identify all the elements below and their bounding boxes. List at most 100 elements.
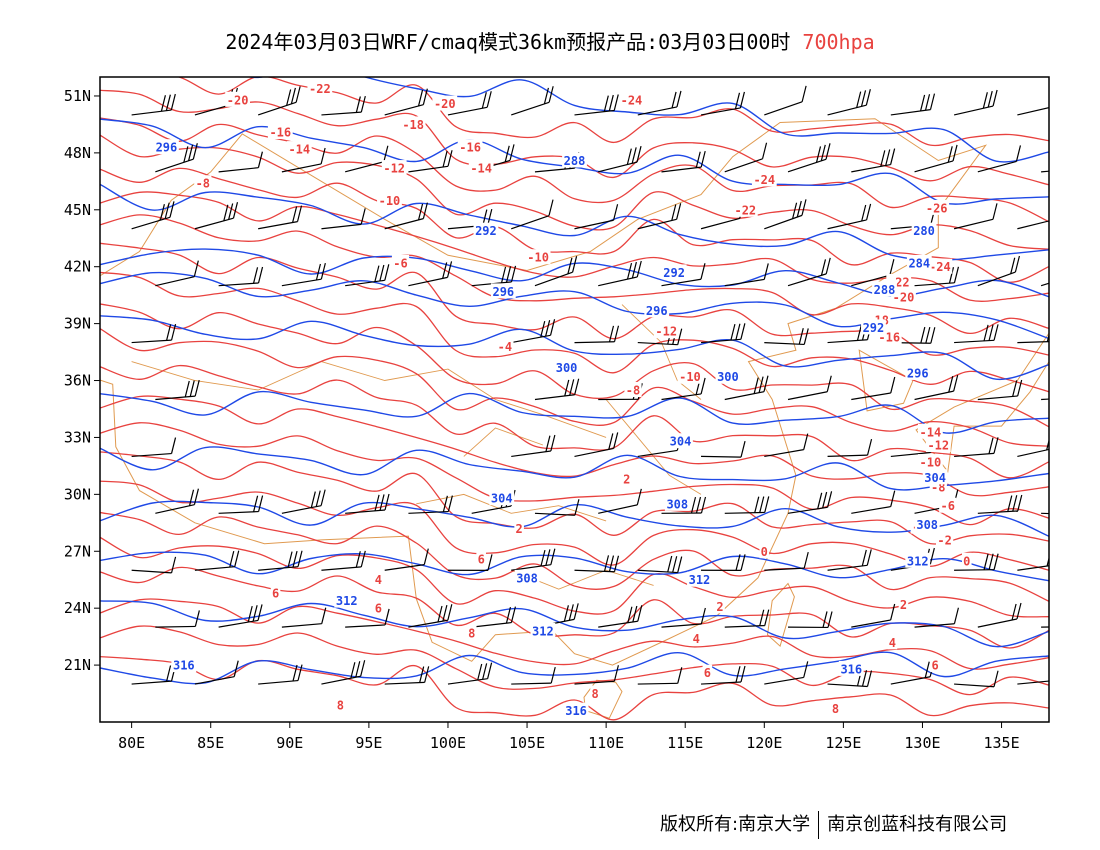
wind-barb bbox=[384, 548, 429, 571]
wind-barb bbox=[281, 147, 326, 173]
wind-barb bbox=[131, 323, 177, 344]
wind-barb bbox=[827, 669, 873, 688]
temperature-label: -6 bbox=[393, 256, 407, 270]
wind-barb bbox=[345, 493, 390, 514]
y-tick-label: 51N bbox=[64, 87, 91, 105]
height-label: 288 bbox=[874, 283, 896, 297]
temperature-label: -8 bbox=[196, 177, 210, 191]
temperature-isoline bbox=[100, 271, 1049, 393]
wind-barb bbox=[598, 260, 642, 287]
temperature-label-bg bbox=[373, 600, 384, 616]
x-tick-label: 95E bbox=[355, 734, 382, 752]
wind-barb bbox=[155, 379, 200, 401]
height-label: 312 bbox=[532, 624, 554, 638]
height-label: 300 bbox=[717, 370, 739, 384]
wind-barb bbox=[511, 548, 556, 571]
wind-barb bbox=[131, 93, 176, 116]
height-label-bg bbox=[489, 490, 515, 506]
temperature-label-bg bbox=[887, 634, 898, 650]
temperature-label: -14 bbox=[288, 143, 310, 157]
height-label-bg bbox=[644, 302, 670, 318]
wind-barb bbox=[281, 607, 327, 628]
y-tick-label: 39N bbox=[64, 315, 91, 333]
height-label-bg bbox=[861, 319, 886, 335]
temperature-isoline bbox=[100, 536, 1049, 618]
height-label-bg bbox=[905, 364, 931, 380]
temperature-label-bg bbox=[468, 160, 494, 176]
y-tick-label: 45N bbox=[64, 201, 91, 219]
temperature-label: 0 bbox=[963, 554, 970, 568]
temperature-label: 4 bbox=[375, 573, 382, 587]
wind-barb bbox=[787, 491, 833, 514]
height-label-bg bbox=[514, 569, 540, 585]
wind-barb bbox=[637, 555, 683, 574]
wind-barb bbox=[1017, 107, 1049, 116]
height-label: 312 bbox=[336, 594, 358, 608]
x-tick-label: 105E bbox=[509, 734, 545, 752]
wind-barb bbox=[1041, 512, 1049, 515]
wind-barb bbox=[194, 202, 239, 230]
temperature-label: -10 bbox=[527, 251, 549, 265]
temperature-label-bg bbox=[391, 254, 410, 270]
height-label-bg bbox=[530, 622, 556, 638]
height-label: 312 bbox=[689, 573, 711, 587]
copyright-footer: 版权所有:南京大学 南京创蓝科技有限公司 bbox=[660, 810, 1007, 839]
wind-barb bbox=[471, 265, 517, 287]
temperature-label: 6 bbox=[704, 666, 711, 680]
temperature-label: -8 bbox=[626, 384, 640, 398]
temperature-label-bg bbox=[373, 571, 384, 587]
wind-barb bbox=[131, 665, 177, 685]
temperature-label: -22 bbox=[309, 82, 331, 96]
wind-barb bbox=[1017, 555, 1049, 571]
height-isoline bbox=[100, 600, 1049, 648]
wind-barb bbox=[384, 666, 430, 685]
height-label-bg bbox=[922, 469, 948, 485]
wind-barb bbox=[1041, 626, 1049, 628]
wind-barb bbox=[890, 93, 936, 116]
wind-barb bbox=[384, 202, 428, 230]
wind-barb bbox=[700, 323, 746, 344]
wind-barb bbox=[977, 145, 1022, 173]
height-label-bg bbox=[838, 660, 864, 676]
temperature-label: -18 bbox=[402, 118, 424, 132]
temperature-label: -22 bbox=[734, 203, 756, 217]
wind-barb bbox=[788, 611, 833, 629]
x-tick-label: 80E bbox=[118, 734, 145, 752]
temperature-label: -14 bbox=[470, 162, 492, 176]
height-label-bg bbox=[473, 222, 499, 238]
temperature-isoline bbox=[100, 598, 1049, 670]
temperature-label: -10 bbox=[920, 456, 942, 470]
wind-barb bbox=[131, 437, 177, 458]
temperature-label: -20 bbox=[893, 291, 915, 305]
wind-barb bbox=[977, 494, 1023, 514]
x-tick-label: 100E bbox=[430, 734, 466, 752]
contour-labels: -22-20 -20 -24-18-16-14 -16-12 -14-8-10-24-2… bbox=[154, 80, 972, 718]
footer-divider bbox=[818, 811, 820, 839]
border-line bbox=[915, 332, 1049, 473]
y-tick-label: 42N bbox=[64, 258, 91, 276]
wind-barb bbox=[851, 603, 896, 628]
pressure-level: 700hpa bbox=[802, 30, 875, 54]
x-tick-label: 125E bbox=[825, 734, 861, 752]
wind-barb bbox=[408, 261, 453, 287]
wind-barb bbox=[511, 199, 554, 230]
wind-barb bbox=[787, 257, 831, 287]
wind-barb bbox=[471, 606, 517, 628]
wind-barb bbox=[408, 495, 453, 514]
wind-barb bbox=[637, 90, 682, 116]
wind-barb bbox=[321, 660, 366, 685]
wind-barb bbox=[954, 324, 999, 344]
wind-barb bbox=[954, 553, 999, 571]
temperature-label-bg bbox=[525, 249, 551, 265]
height-label-bg bbox=[668, 433, 693, 449]
y-tick-label: 36N bbox=[64, 372, 91, 390]
temperature-label: -16 bbox=[269, 126, 291, 140]
temperature-label-bg bbox=[715, 598, 725, 614]
y-tick-label: 33N bbox=[64, 428, 91, 446]
wind-barb bbox=[218, 266, 264, 287]
wind-barb bbox=[1017, 332, 1049, 344]
height-isoline bbox=[100, 315, 1049, 380]
wind-barb bbox=[661, 496, 707, 514]
temperature-isoline bbox=[100, 422, 1049, 526]
